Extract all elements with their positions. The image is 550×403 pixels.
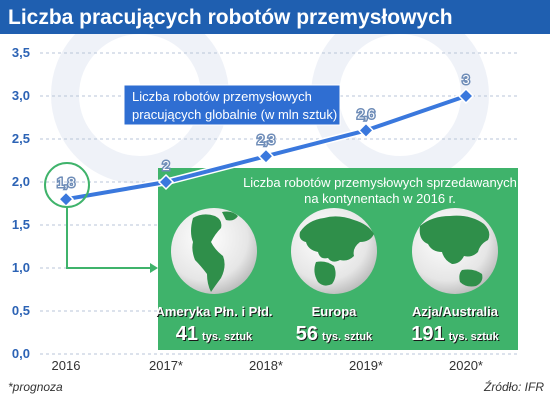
globe-americas-icon: [171, 208, 257, 294]
page-title: Liczba pracujących robotów przemysłowych: [8, 6, 453, 29]
data-label: 2: [162, 158, 169, 173]
region-name: Azja/Australia: [412, 304, 499, 319]
region-value: 56 tys. sztuk: [297, 324, 374, 346]
x-tick-label: 2017*: [149, 358, 183, 373]
y-axis-ticks: 0,0 0,5 1,0 1,5 2,0 2,5 3,0 3,5: [12, 45, 30, 361]
data-points: [57, 87, 475, 208]
globe-europe-icon: [291, 208, 377, 294]
footnote: *prognoza: [8, 380, 63, 394]
y-tick-label: 3,5: [12, 45, 30, 60]
region-name: Azja/Australia: [413, 305, 500, 320]
data-label: 2,6: [357, 106, 375, 121]
y-tick-label: 0,5: [12, 303, 30, 318]
x-tick-label: 2018*: [249, 358, 283, 373]
region-value: 191 tys. sztuk: [411, 323, 499, 345]
region-name: Europa: [313, 305, 359, 320]
region-value: 41 tys. sztuk: [176, 323, 253, 345]
y-tick-label: 1,5: [12, 217, 30, 232]
x-tick-label: 2019*: [349, 358, 383, 373]
x-axis-ticks: 2016 2017* 2018* 2019* 2020*: [52, 358, 483, 373]
panel-title-line-2: na kontynentach w 2016 r.: [304, 191, 456, 206]
legend-line-1: Liczba robotów przemysłowych: [132, 89, 312, 104]
region-value: 41 tys. sztuk: [177, 324, 254, 346]
x-tick-label: 2020*: [449, 358, 483, 373]
source: Źródło: IFR: [483, 379, 544, 394]
region-labels: Ameryka Płn. i Płd.Ameryka Płn. i Płd.41…: [155, 304, 500, 346]
globe-asia-icon: [412, 208, 498, 294]
connector-line: [66, 207, 152, 269]
data-point: [57, 191, 75, 208]
y-tick-label: 2,5: [12, 131, 30, 146]
data-point: [157, 173, 175, 191]
data-point: [257, 148, 275, 165]
region-value: 191 tys. sztuk: [412, 324, 500, 346]
y-tick-label: 1,0: [12, 260, 30, 275]
data-label: 1,8: [57, 175, 75, 190]
region-value: 56 tys. sztuk: [296, 323, 373, 345]
data-point: [457, 87, 475, 105]
region-name: Ameryka Płn. i Płd.: [156, 305, 273, 320]
data-label: 3: [462, 72, 469, 87]
legend-line-2: pracujących globalnie (w mln sztuk): [132, 107, 337, 122]
y-tick-label: 0,0: [12, 346, 30, 361]
region-name: Ameryka Płn. i Płd.: [155, 304, 272, 319]
legend-box: [123, 84, 341, 126]
connector-arrow-icon: [150, 263, 158, 273]
region-name: Europa: [312, 304, 358, 319]
y-tick-label: 3,0: [12, 88, 30, 103]
panel-title-line-1: Liczba robotów przemysłowych sprzedawany…: [243, 175, 517, 190]
data-labels: 1,8 2 2,3 2,6 3: [55, 71, 471, 192]
data-point: [357, 122, 375, 139]
data-label: 2,3: [257, 132, 275, 147]
x-tick-label: 2016: [52, 358, 81, 373]
title-bar: [0, 0, 550, 34]
y-tick-label: 2,0: [12, 174, 30, 189]
